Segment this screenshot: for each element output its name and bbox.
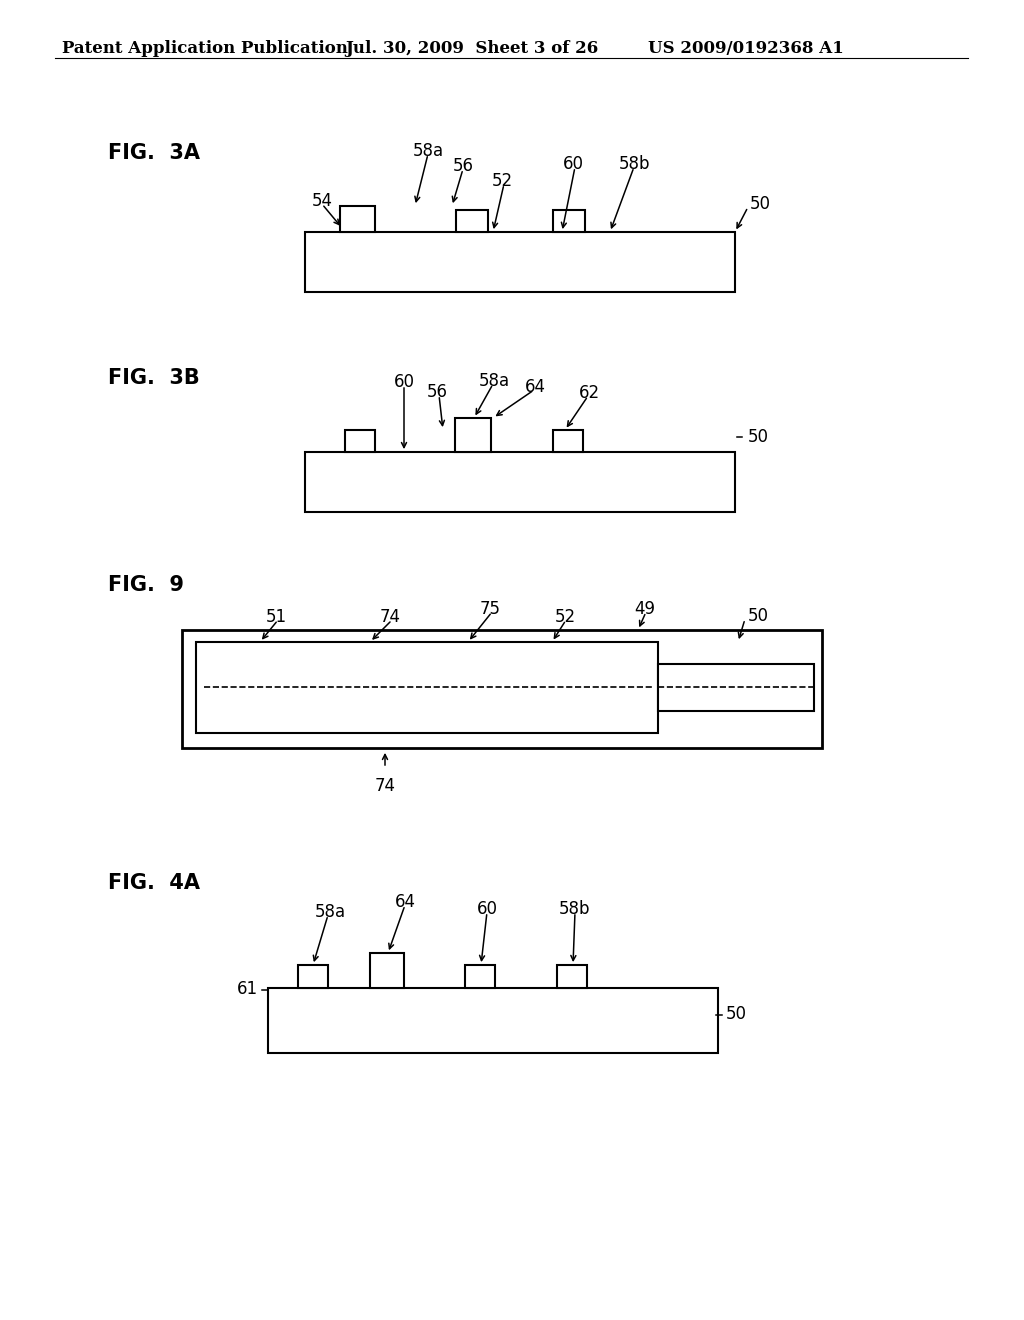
Text: Jul. 30, 2009  Sheet 3 of 26: Jul. 30, 2009 Sheet 3 of 26 [345, 40, 598, 57]
Bar [553, 430, 583, 451]
Bar [182, 630, 822, 748]
Text: FIG.  9: FIG. 9 [108, 576, 184, 595]
Bar [658, 664, 814, 711]
Text: 56: 56 [453, 157, 473, 176]
Bar [305, 451, 735, 512]
Bar [465, 965, 495, 987]
Text: 58a: 58a [314, 903, 345, 921]
Text: 56: 56 [427, 383, 447, 401]
Text: 64: 64 [394, 894, 416, 911]
Text: 50: 50 [750, 195, 771, 213]
Bar [196, 642, 658, 733]
Bar [268, 987, 718, 1053]
Text: 50: 50 [748, 607, 769, 624]
Bar [456, 210, 488, 232]
Text: 60: 60 [562, 154, 584, 173]
Bar [557, 965, 587, 987]
Text: 58b: 58b [559, 900, 591, 917]
Text: 74: 74 [375, 777, 395, 795]
Text: FIG.  3A: FIG. 3A [108, 143, 200, 162]
Bar [298, 965, 328, 987]
Text: 50: 50 [748, 428, 769, 446]
Text: 54: 54 [311, 191, 333, 210]
Text: 60: 60 [393, 374, 415, 391]
Text: 58a: 58a [413, 143, 443, 160]
Text: 62: 62 [579, 384, 600, 403]
Text: 49: 49 [635, 601, 655, 618]
Text: 61: 61 [237, 979, 258, 998]
Text: 60: 60 [476, 900, 498, 917]
Bar [553, 210, 585, 232]
Text: 50: 50 [726, 1005, 746, 1023]
Text: 64: 64 [524, 378, 546, 396]
Bar [345, 430, 375, 451]
Text: 58a: 58a [478, 372, 510, 389]
Text: FIG.  3B: FIG. 3B [108, 368, 200, 388]
Text: 52: 52 [554, 609, 575, 626]
Text: 75: 75 [479, 601, 501, 618]
Text: 58b: 58b [618, 154, 650, 173]
Bar [305, 232, 735, 292]
Text: 74: 74 [380, 609, 400, 626]
Bar [370, 953, 404, 987]
Text: Patent Application Publication: Patent Application Publication [62, 40, 348, 57]
Text: US 2009/0192368 A1: US 2009/0192368 A1 [648, 40, 844, 57]
Text: 52: 52 [492, 172, 513, 190]
Text: 51: 51 [265, 609, 287, 626]
Text: FIG.  4A: FIG. 4A [108, 873, 200, 894]
Bar [455, 418, 490, 451]
Bar [340, 206, 375, 232]
